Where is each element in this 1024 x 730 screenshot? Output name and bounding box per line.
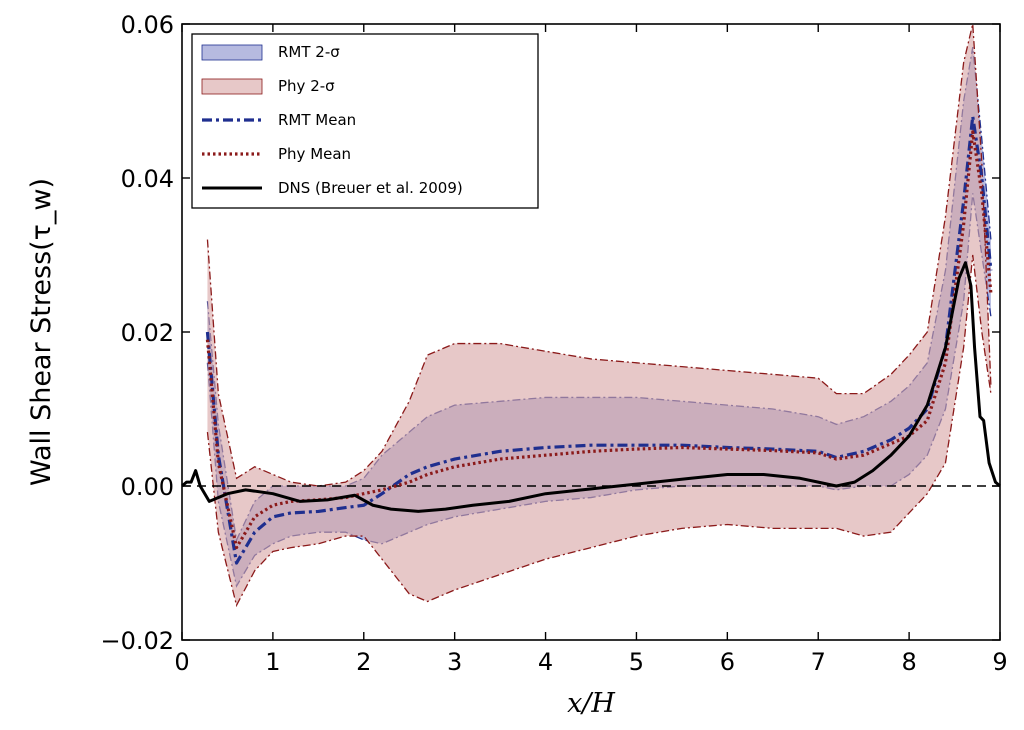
x-tick-label: 1 <box>265 648 280 676</box>
x-axis-label: x/H <box>567 688 615 719</box>
x-tick-label: 0 <box>174 648 189 676</box>
legend-label: DNS (Breuer et al. 2009) <box>278 179 463 197</box>
legend-label: RMT Mean <box>278 111 356 129</box>
y-tick-label: −0.02 <box>100 627 174 655</box>
series-line-0 <box>205 114 993 565</box>
x-tick-label: 7 <box>811 648 826 676</box>
band-1 <box>207 24 991 606</box>
legend-label: Phy 2-σ <box>278 77 335 95</box>
legend-swatch <box>201 78 263 95</box>
x-tick-label: 9 <box>992 648 1007 676</box>
band-1-lower-edge <box>206 254 992 608</box>
y-tick-label: 0.04 <box>121 165 174 193</box>
x-tick-label: 8 <box>901 648 916 676</box>
y-tick-label: 0.02 <box>121 319 174 347</box>
series-line-2 <box>181 261 1001 513</box>
x-tick-label: 2 <box>356 648 371 676</box>
x-tick-label: 6 <box>720 648 735 676</box>
legend-label: Phy Mean <box>278 145 351 163</box>
y-tick-label: 0.06 <box>121 11 174 39</box>
y-tick-label: 0.00 <box>121 473 174 501</box>
x-tick-label: 4 <box>538 648 553 676</box>
y-axis-label: Wall Shear Stress(τ_w) <box>26 178 57 486</box>
legend-label: RMT 2-σ <box>278 43 340 61</box>
legend-swatch <box>201 44 263 61</box>
x-tick-label: 5 <box>629 648 644 676</box>
band-1-upper-edge <box>206 23 992 487</box>
x-tick-label: 3 <box>447 648 462 676</box>
legend: RMT 2-σ Phy 2-σ RMT Mean Phy Mean DNS (Breue… <box>191 33 539 209</box>
axis-ticks: 0 1 2 3 4 5 6 7 8 9 −0.02 0.00 0.02 0.04 0.06 <box>100 11 1007 676</box>
series-lines <box>181 114 1001 565</box>
series-line-1 <box>205 130 993 550</box>
